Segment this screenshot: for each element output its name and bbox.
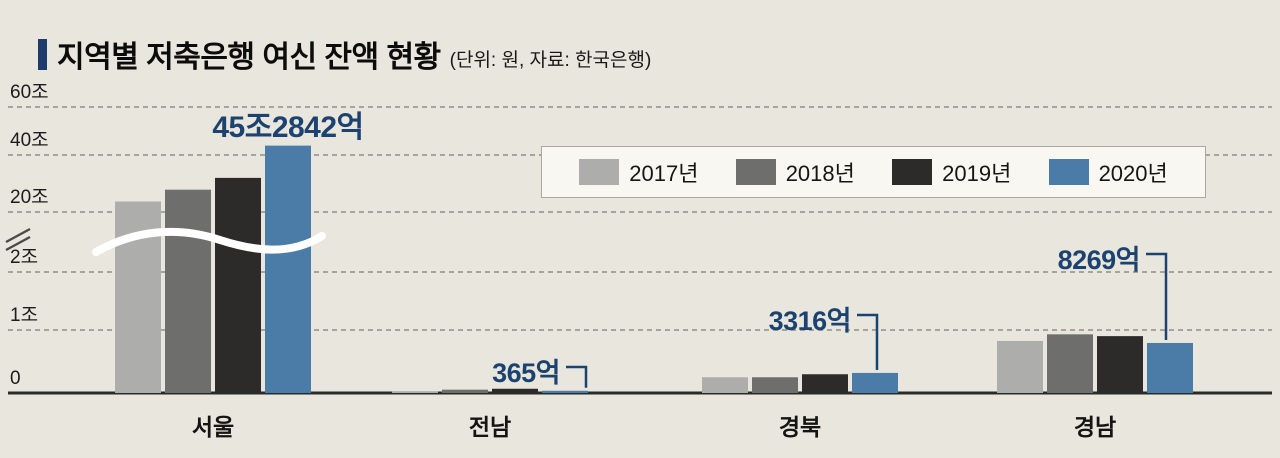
bar-seoul-2019 — [215, 177, 261, 393]
annotation-leader-jeonnam — [566, 365, 588, 388]
axis-break-mark — [5, 235, 31, 252]
bar-gyeongbuk-2018 — [752, 377, 798, 393]
bar-gyeongnam-2017 — [997, 340, 1043, 393]
bar-gyeongbuk-2017 — [702, 377, 748, 393]
y-axis-tick-label: 20조 — [10, 187, 49, 208]
bar-jeonnam-2018 — [442, 389, 488, 393]
bar-seoul-2018 — [165, 189, 211, 393]
annotation-jeonnam: 365억 — [492, 358, 560, 388]
legend-label: 2019년 — [942, 161, 1012, 186]
category-label-seoul: 서울 — [191, 414, 235, 440]
bar-jeonnam-2019 — [492, 388, 538, 393]
legend-label: 2020년 — [1098, 161, 1168, 186]
legend-label: 2018년 — [785, 161, 855, 186]
legend-swatch — [892, 159, 933, 185]
legend-item-2020: 2020년 — [1048, 156, 1168, 188]
legend-swatch — [579, 159, 620, 185]
annotation-seoul: 45조2842억 — [212, 110, 364, 144]
category-label-jeonnam: 전남 — [468, 414, 512, 440]
annotation-leader-gyeongnam — [1146, 252, 1168, 340]
bar-gyeongnam-2019 — [1097, 336, 1143, 393]
category-label-gyeongnam: 경남 — [1073, 414, 1117, 440]
chart-title: 지역별 저축은행 여신 잔액 현황 — [57, 41, 441, 74]
bar-gyeongnam-2018 — [1047, 334, 1093, 393]
category-label-gyeongbuk: 경북 — [778, 414, 822, 440]
bar-gyeongbuk-2019 — [802, 374, 848, 393]
axis-break-mark — [5, 227, 31, 244]
legend-swatch — [1048, 159, 1089, 185]
bar-jeonnam-2020 — [542, 390, 588, 393]
legend-item-2019: 2019년 — [892, 156, 1011, 188]
title-marker-bar — [38, 38, 47, 70]
chart-header: 지역별 저축은행 여신 잔액 현황 (단위: 원, 자료: 한국은행) — [38, 32, 651, 76]
legend-label: 2017년 — [629, 161, 699, 186]
legend-item-2017: 2017년 — [579, 156, 698, 188]
bar-gyeongnam-2020 — [1147, 342, 1193, 393]
axis-break-wave — [92, 227, 326, 256]
chart-unit-source-note: (단위: 원, 자료: 한국은행) — [449, 49, 652, 71]
y-axis-tick-label: 2조 — [10, 247, 39, 268]
legend: 2017년 2018년 2019년 2020년 — [541, 146, 1206, 198]
bar-seoul-2020 — [265, 145, 311, 393]
bar-gyeongbuk-2020 — [852, 372, 898, 393]
y-axis-tick-label: 0 — [10, 368, 21, 389]
annotation-gyeongnam: 8269억 — [1057, 245, 1141, 275]
y-axis-tick-label: 40조 — [10, 130, 49, 151]
bar-jeonnam-2017 — [392, 391, 438, 393]
legend-swatch — [735, 159, 776, 185]
legend-item-2018: 2018년 — [735, 156, 855, 188]
annotation-leader-gyeongbuk — [857, 313, 879, 370]
y-axis-tick-label: 60조 — [10, 82, 49, 103]
y-axis-tick-label: 1조 — [10, 305, 39, 326]
annotation-gyeongbuk: 3316억 — [768, 306, 852, 336]
